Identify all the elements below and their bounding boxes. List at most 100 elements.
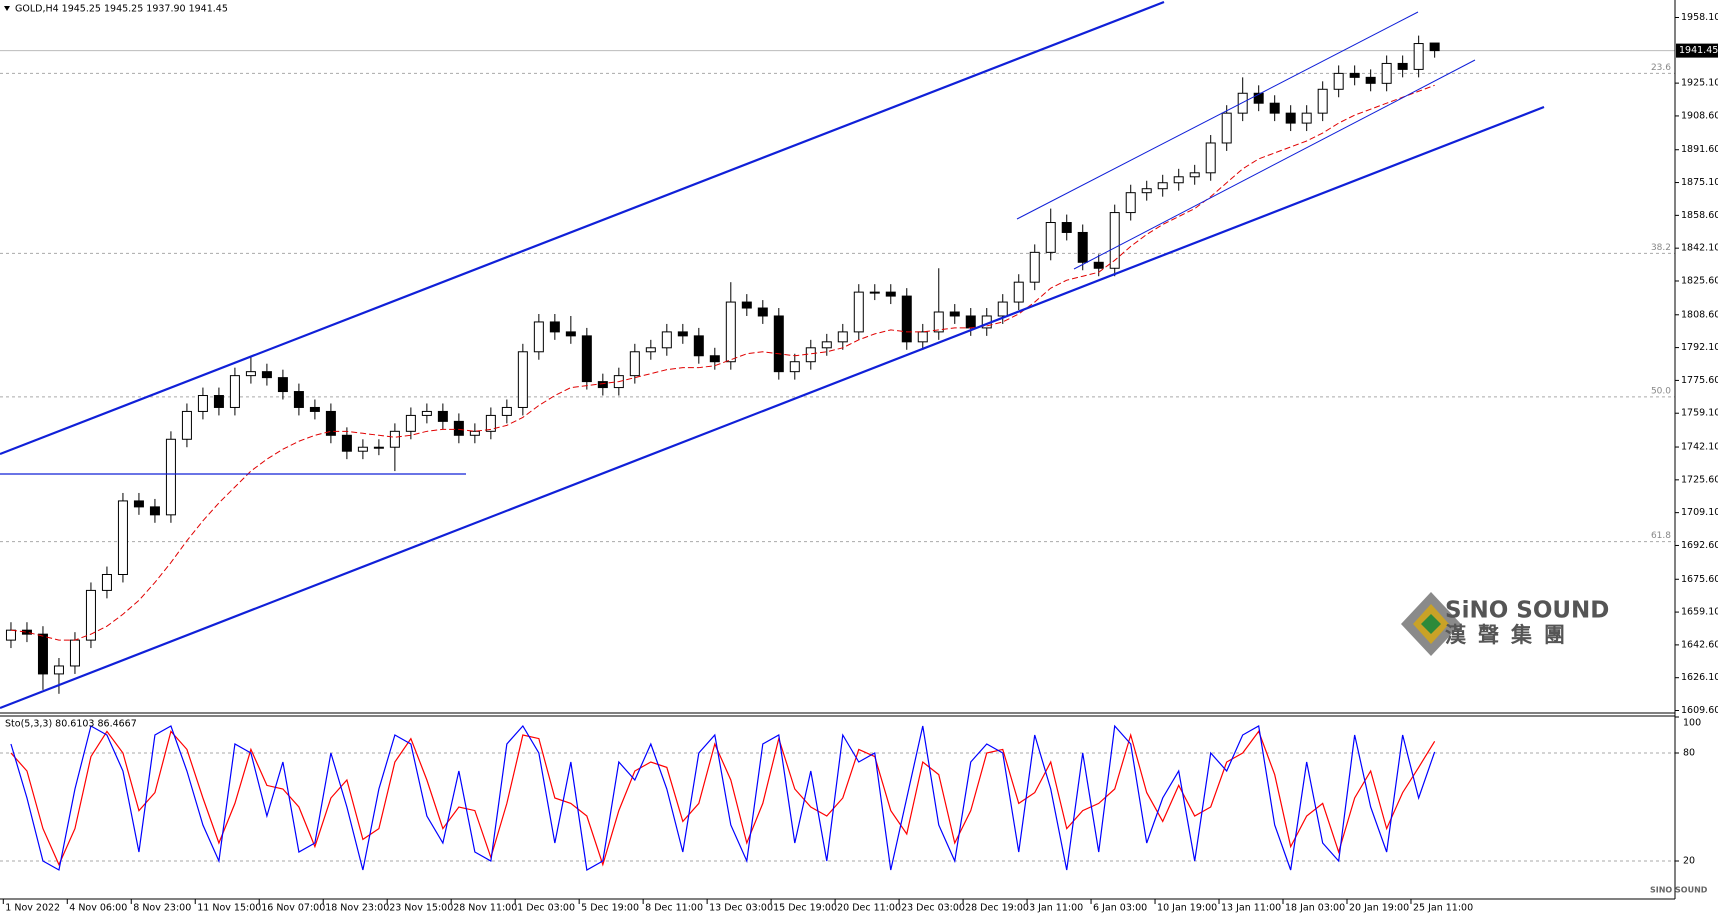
candle-body <box>709 355 720 363</box>
candle-body <box>629 351 640 377</box>
candle-body <box>5 629 16 641</box>
y-tick-label: 1609.60 <box>1681 705 1718 716</box>
x-tick-label: 15 Dec 19:00 <box>773 903 837 914</box>
candle-body <box>965 315 976 329</box>
x-tick-label: 3 Jan 11:00 <box>1029 903 1083 914</box>
y-tick-label: 1692.60 <box>1681 540 1718 551</box>
candle-body <box>485 414 496 432</box>
candle-body <box>1157 182 1168 190</box>
y-tick-label: 1709.10 <box>1681 507 1718 518</box>
y-tick-label: 1891.60 <box>1681 144 1718 155</box>
y-tick-label: 1842.10 <box>1681 243 1718 254</box>
candle-body <box>933 311 944 333</box>
candle-body <box>1125 192 1136 214</box>
x-tick-label: 5 Dec 19:00 <box>581 903 639 914</box>
candle-body <box>117 500 128 575</box>
candle-body <box>1109 212 1120 269</box>
candle-body <box>261 371 272 379</box>
channel-lower <box>0 105 1545 710</box>
x-tick-label: 20 Dec 11:00 <box>837 903 901 914</box>
x-tick-label: 25 Jan 11:00 <box>1413 903 1473 914</box>
logo-small: SINO SOUND <box>1650 886 1708 895</box>
candle-body <box>149 506 160 516</box>
candle-body <box>1253 92 1264 104</box>
logo: SiNO SOUND 漢聲集團 SINO SOUND <box>1401 592 1708 895</box>
fib-label: 38.2 <box>1651 243 1671 253</box>
candle-body <box>741 301 752 309</box>
candle-body <box>69 639 80 667</box>
x-tick-label: 13 Dec 03:00 <box>709 903 773 914</box>
candle-body <box>725 301 736 363</box>
candle-body <box>101 573 112 591</box>
candle-body <box>453 420 464 436</box>
candle-body <box>357 446 368 452</box>
candle-body <box>805 347 816 363</box>
x-tick-label: 1 Nov 2022 <box>5 903 60 914</box>
candle-body <box>53 665 64 675</box>
candle-body <box>197 395 208 412</box>
candle-body <box>1045 222 1056 253</box>
x-tick-label: 10 Jan 19:00 <box>1157 903 1217 914</box>
channel-upper <box>0 0 1165 456</box>
candle-body <box>821 341 832 349</box>
y-tick-label: 1725.60 <box>1681 474 1718 485</box>
candle-body <box>437 410 448 422</box>
y-tick-label: 1925.10 <box>1681 78 1718 89</box>
logo-name: SiNO SOUND <box>1445 598 1609 624</box>
x-tick-label: 18 Nov 23:00 <box>325 903 389 914</box>
candle-body <box>565 331 576 337</box>
candle-body <box>1333 72 1344 90</box>
y-tick-label: 1792.10 <box>1681 342 1718 353</box>
candle-body <box>869 291 880 294</box>
x-tick-label: 6 Jan 03:00 <box>1093 903 1147 914</box>
candle-body <box>1013 281 1024 303</box>
candle-body <box>533 321 544 353</box>
candle-body <box>21 629 32 635</box>
y-tick-label: 1775.60 <box>1681 375 1718 386</box>
x-tick-label: 8 Dec 11:00 <box>645 903 703 914</box>
menu-arrow <box>4 6 10 11</box>
fib-label: 61.8 <box>1651 531 1671 541</box>
y-tick-label: 1908.60 <box>1681 110 1718 121</box>
candle-body <box>677 331 688 337</box>
candle-body <box>1365 76 1376 84</box>
x-tick-label: 18 Jan 03:00 <box>1285 903 1345 914</box>
candle-body <box>469 430 480 436</box>
candle-body <box>1269 102 1280 114</box>
candle-body <box>421 410 432 416</box>
candle-body <box>917 331 928 343</box>
candle-body <box>1061 222 1072 233</box>
y-tick-label: 1808.60 <box>1681 309 1718 320</box>
candle-body <box>901 295 912 343</box>
candle-body <box>165 438 176 516</box>
candle-body <box>997 301 1008 317</box>
candle-body <box>293 391 304 408</box>
y-tick-label: 20 <box>1683 856 1695 867</box>
y-tick-label: 1825.60 <box>1681 275 1718 286</box>
candle-body <box>1381 62 1392 84</box>
candle-body <box>949 311 960 317</box>
candle-body <box>181 410 192 440</box>
candle-body <box>1413 43 1424 70</box>
x-tick-label: 28 Nov 11:00 <box>453 903 517 914</box>
candle-body <box>341 434 352 452</box>
logo-chinese: 漢聲集團 <box>1445 623 1577 647</box>
candle-body <box>37 633 48 675</box>
candle-body <box>1141 188 1152 194</box>
candle-body <box>373 446 384 449</box>
y-tick-label: 1742.10 <box>1681 442 1718 453</box>
candle-body <box>1077 231 1088 263</box>
candle-body <box>1221 112 1232 144</box>
candle-body <box>581 335 592 383</box>
candle-body <box>789 361 800 373</box>
inner-channel-upper <box>1016 11 1419 220</box>
y-tick-label: 1858.60 <box>1681 210 1718 221</box>
fib-label: 23.6 <box>1651 63 1671 73</box>
candle-body <box>1301 112 1312 124</box>
candle-body <box>757 307 768 317</box>
inner-channel-lower <box>1073 59 1476 270</box>
y-tick-label: 100 <box>1683 718 1701 729</box>
plot-area: 23.6 38.2 50.0 61.8 1958.10 1925.10 1908.60 189… <box>0 12 1718 914</box>
candle-body <box>389 430 400 448</box>
